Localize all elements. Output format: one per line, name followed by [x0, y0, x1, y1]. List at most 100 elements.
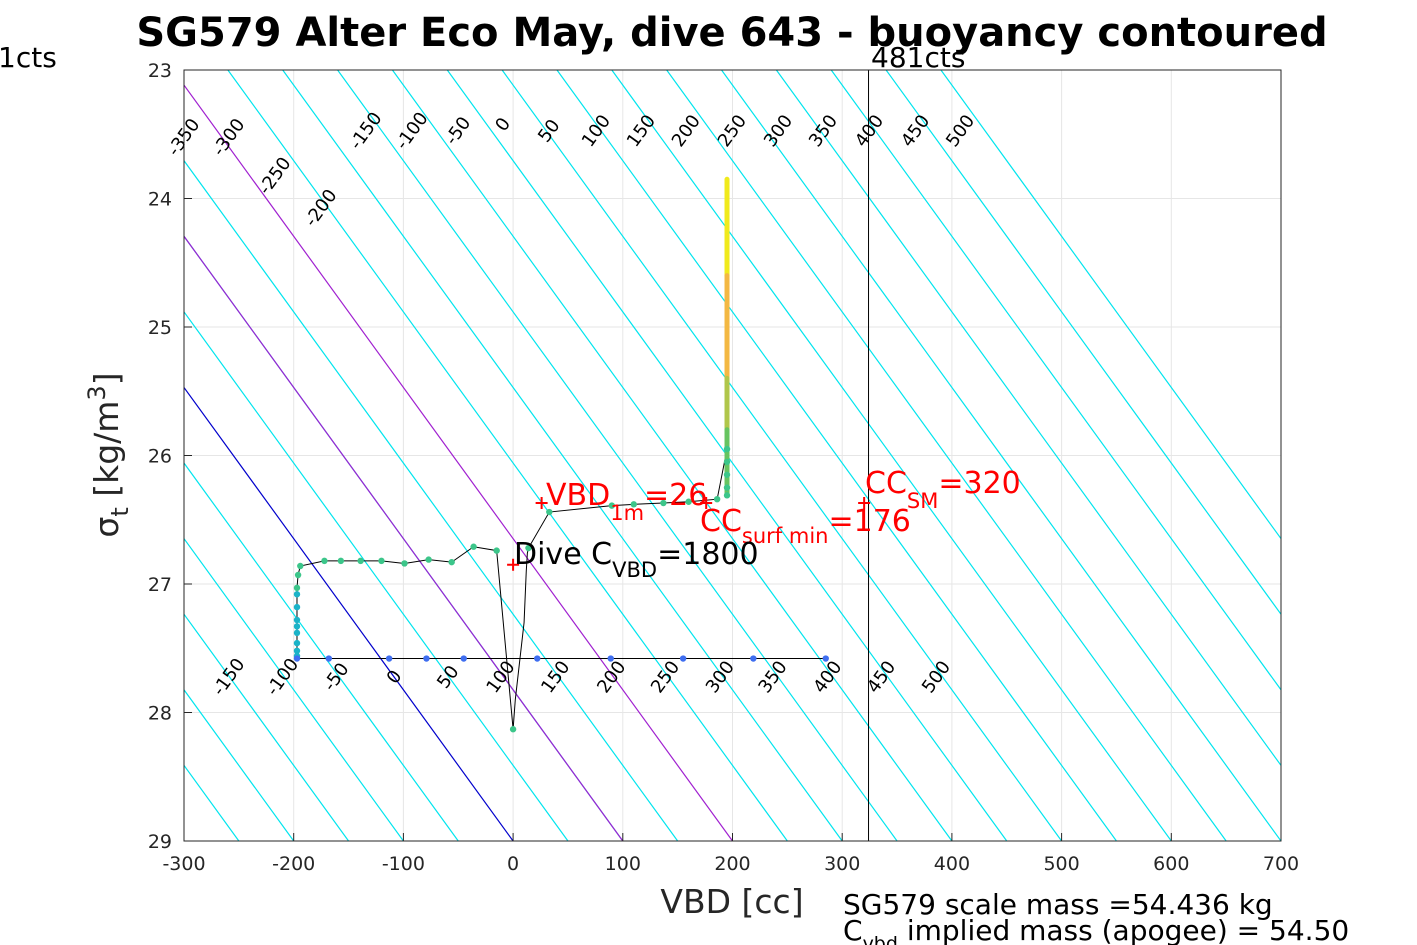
y-axis-ticks: 23 24 25 26 27 28 29 — [148, 60, 192, 853]
green-point — [297, 562, 304, 570]
teal-point — [293, 647, 301, 655]
contour-line-cyan — [775, 70, 1281, 767]
green-point — [723, 458, 731, 466]
green-point — [470, 543, 477, 550]
teal-point — [293, 591, 301, 598]
y-axis-label: σt [kg/m3] — [83, 372, 134, 537]
teal-point — [293, 639, 301, 647]
y-tick-label: 25 — [148, 317, 172, 339]
green-point — [525, 544, 532, 552]
annotation-vbd-1m: VBD1m=26 — [546, 478, 707, 525]
contour-line-cyan — [0, 70, 19, 841]
x-tick-label: 0 — [507, 853, 519, 875]
x-axis-ticks: -300 -200 -100 0 100 200 300 400 500 600 700 — [162, 833, 1299, 875]
contour-line-zero — [184, 386, 514, 841]
annotation-cc-surf-min: CCsurf min=176 — [700, 504, 911, 548]
blue-point — [293, 655, 301, 662]
green-point — [509, 726, 517, 733]
green-point — [723, 471, 731, 478]
y-tick-label: 27 — [148, 574, 172, 596]
x-tick-label: 700 — [1263, 853, 1299, 875]
red-plus-marker — [858, 497, 871, 510]
contour-line-cyan — [337, 70, 898, 841]
annotation-vbd-1m-sub: 1m — [610, 501, 644, 525]
x-tick-label: 400 — [934, 853, 970, 875]
x-tick-label: 200 — [714, 853, 750, 875]
contour-line-cyan — [184, 159, 679, 841]
green-point — [425, 556, 432, 563]
green-point — [294, 571, 302, 579]
green-point — [723, 445, 731, 453]
red-plus-marker — [700, 497, 713, 510]
contour-line-cyan — [885, 70, 1281, 616]
x-tick-label: 100 — [605, 853, 641, 875]
x-tick-label: 500 — [1043, 853, 1079, 875]
green-point — [685, 498, 692, 505]
blue-point — [385, 655, 393, 662]
annotation-cc-sm: CCSM=320 — [865, 466, 1021, 513]
green-point — [448, 558, 455, 566]
blue-point — [679, 655, 687, 662]
green-point — [378, 557, 385, 565]
teal-point — [293, 616, 301, 624]
contour-line-cyan — [184, 688, 295, 841]
blue-point — [325, 655, 333, 662]
contour-line-purple — [184, 235, 624, 841]
green-point — [337, 557, 345, 565]
trace-line — [296, 448, 826, 730]
contour-line-purple — [184, 84, 733, 841]
green-point — [660, 499, 667, 507]
green-point — [493, 547, 500, 554]
footer-implied-mass: Cvbd implied mass (apogee) = 54.50 — [843, 914, 1349, 945]
y-tick-label: 28 — [148, 703, 172, 725]
contour-line-cyan — [721, 70, 1281, 841]
contour-line-cyan — [184, 310, 569, 841]
annotation-dive-cvbd: Dive CVBD=1800 — [514, 537, 759, 582]
contour-line-cyan — [282, 70, 843, 841]
contour-line-cyan — [184, 462, 459, 841]
data-points — [293, 445, 829, 733]
blue-point — [607, 655, 614, 662]
contour-line-cyan — [184, 613, 350, 841]
y-tick-label: 29 — [148, 831, 172, 853]
green-point — [723, 492, 731, 499]
green-point — [630, 501, 637, 508]
teal-point — [293, 623, 301, 630]
teal-point — [293, 629, 301, 637]
y-tick-label: 23 — [148, 60, 172, 82]
red-markers — [507, 497, 871, 571]
green-point — [357, 557, 364, 565]
green-point — [401, 560, 408, 567]
blue-point — [460, 655, 467, 662]
contour-line-cyan — [666, 70, 1227, 841]
dive-trace — [296, 448, 826, 730]
corner-label-left: 1cts — [0, 41, 57, 74]
contour-line-cyan — [227, 70, 788, 841]
footer-scale-mass: SG579 scale mass =54.436 kg — [843, 888, 1273, 921]
chart-title: SG579 Alter Eco May, dive 643 - buoyancy… — [136, 10, 1327, 56]
contour-line-cyan — [830, 70, 1281, 691]
x-tick-label: 600 — [1153, 853, 1189, 875]
x-tick-label: -300 — [162, 853, 205, 875]
red-plus-marker — [507, 558, 520, 571]
teal-point — [293, 603, 301, 611]
red-plus-marker — [535, 497, 548, 510]
contour-line-cyan — [391, 70, 953, 841]
green-point — [723, 484, 731, 491]
y-tick-label: 24 — [148, 189, 172, 211]
contour-line-cyan — [501, 70, 1063, 841]
x-tick-label: -100 — [382, 853, 425, 875]
blue-point — [750, 655, 757, 662]
blue-point — [822, 655, 829, 662]
green-point — [713, 495, 721, 503]
x-tick-label: 300 — [824, 853, 860, 875]
contour-line-cyan — [940, 70, 1281, 540]
contour-line-cyan — [556, 70, 1117, 841]
y-tick-label: 26 — [148, 446, 172, 468]
x-axis-label: VBD [cc] — [660, 882, 803, 921]
green-point — [321, 557, 328, 565]
contour-line-cyan — [611, 70, 1172, 841]
green-point — [293, 584, 301, 592]
buoyancy-contours — [0, 70, 1281, 841]
